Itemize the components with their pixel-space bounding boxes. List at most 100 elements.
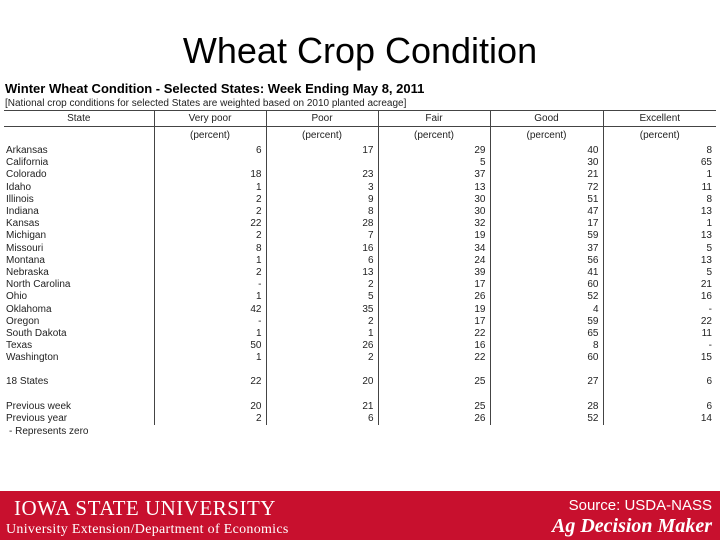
value-cell: 28 <box>265 218 378 231</box>
state-name-cell: Nebraska <box>6 266 49 278</box>
value-cell: 5 <box>602 242 716 255</box>
value-cell: 51 <box>489 193 603 206</box>
footer-bar <box>0 491 720 540</box>
value-cell: 19 <box>377 303 490 316</box>
value-cell: 20 <box>265 376 378 389</box>
units-cell: (percent) <box>153 126 266 145</box>
state-name-cell: Ohio <box>6 291 28 303</box>
value-cell: 2 <box>153 266 266 280</box>
header-very-poor: Very poor <box>153 110 266 127</box>
state-name-cell: Missouri <box>6 242 44 254</box>
header-row: State Very poor Poor Fair Good Excellent <box>4 110 716 127</box>
value-cell: 11 <box>602 327 716 340</box>
value-cell: 3 <box>265 181 378 194</box>
table-row: Idaho 1 3 13 72 11 <box>4 181 716 194</box>
state-name-cell: Washington <box>6 352 59 364</box>
value-cell <box>153 157 266 170</box>
value-cell: 1 <box>153 327 266 340</box>
table-row: Illinois 2 9 30 51 8 <box>4 193 716 206</box>
value-cell: 2 <box>153 193 266 206</box>
value-cell <box>4 364 154 376</box>
crop-condition-table-block: Winter Wheat Condition - Selected States… <box>4 80 716 437</box>
value-cell: 16 <box>265 242 378 255</box>
value-cell <box>153 364 266 377</box>
table-row: Oklahoma 42 35 19 4- <box>4 303 716 316</box>
state-name-cell: California <box>6 157 49 169</box>
table-title: Winter Wheat Condition - Selected States… <box>5 81 425 96</box>
table-row: Colorado 18 23 37 21 1 <box>4 169 716 182</box>
state-name-cell: Kansas <box>6 218 40 230</box>
table-row: Montana 1 6 24 56 13 <box>4 254 716 267</box>
table-row: Missouri 8 16 34 37 5 <box>4 242 716 255</box>
value-cell: 6 <box>602 400 716 413</box>
table-row: North Carolina -2 17 60 21 <box>4 279 716 292</box>
value-cell: 25 <box>377 400 490 413</box>
value-cell <box>377 364 490 377</box>
value-cell: 17 <box>489 218 603 231</box>
department-text: University Extension/Department of Econo… <box>6 522 289 537</box>
value-cell: 17 <box>377 315 490 328</box>
value-cell: 5 <box>377 157 490 170</box>
value-cell: - <box>153 315 266 328</box>
summary-label-cell: 18 States <box>6 376 49 388</box>
value-cell: 18 <box>153 169 266 182</box>
table-subtitle: [National crop conditions for selected S… <box>5 98 407 109</box>
state-name-cell: Idaho <box>6 181 32 193</box>
units-cell: (percent) <box>377 126 490 145</box>
header-state: State <box>4 110 154 127</box>
state-name-cell: Illinois <box>6 193 34 205</box>
state-name-cell: Colorado <box>6 169 47 181</box>
spacer-row <box>4 388 716 401</box>
value-cell: - <box>602 340 716 353</box>
spacer-row <box>4 364 716 377</box>
value-cell: 56 <box>489 254 603 267</box>
value-cell: 65 <box>602 157 716 170</box>
state-name-cell: North Carolina <box>6 279 71 291</box>
value-cell: 25 <box>377 376 490 389</box>
value-cell: 26 <box>265 340 378 353</box>
table-row: Washington 1 2 22 60 15 <box>4 352 716 365</box>
value-cell: 8 <box>602 145 716 158</box>
value-cell: 2 <box>153 230 266 243</box>
value-cell: 40 <box>489 145 603 158</box>
value-cell: 52 <box>489 291 603 304</box>
value-cell: 50 <box>153 340 266 353</box>
value-cell: 1 <box>153 352 266 365</box>
value-cell: 9 <box>265 193 378 206</box>
source-text: Source: USDA-NASS <box>568 497 712 514</box>
value-cell: 22 <box>153 376 266 389</box>
value-cell <box>377 388 490 401</box>
crop-condition-table: State Very poor Poor Fair Good Excellent… <box>4 110 716 425</box>
value-cell: 22 <box>602 315 716 328</box>
value-cell: 16 <box>602 291 716 304</box>
table-row: Arkansas 6 17 29 40 8 <box>4 145 716 158</box>
state-name-cell: Oregon <box>6 315 40 327</box>
value-cell: 2 <box>265 315 378 328</box>
table-row: Michigan 2 7 19 59 13 <box>4 230 716 243</box>
table-row: California 5 30 65 <box>4 157 716 170</box>
value-cell: 1 <box>153 291 266 304</box>
value-cell: 59 <box>489 230 603 243</box>
value-cell <box>602 364 716 377</box>
value-cell: 30 <box>489 157 603 170</box>
value-cell: 6 <box>602 376 716 389</box>
value-cell: 35 <box>265 303 378 316</box>
summary-row: 18 States 22 20 25 27 6 <box>4 376 716 389</box>
value-cell: 1 <box>265 327 378 340</box>
value-cell: 30 <box>377 193 490 206</box>
value-cell: 5 <box>265 291 378 304</box>
value-cell: 34 <box>377 242 490 255</box>
value-cell: 15 <box>602 352 716 365</box>
value-cell: 22 <box>377 327 490 340</box>
table-row: Kansas 22 28 32 17 1 <box>4 218 716 231</box>
state-name-cell: Oklahoma <box>6 303 52 315</box>
value-cell: 21 <box>602 279 716 292</box>
table-row: Ohio 1 5 26 52 16 <box>4 291 716 304</box>
value-cell: 32 <box>377 218 490 231</box>
previous-year-row: Previous year 2 6 26 52 14 <box>4 412 716 425</box>
state-name-cell: Indiana <box>6 206 39 218</box>
value-cell: 13 <box>602 230 716 243</box>
value-cell: 11 <box>602 181 716 194</box>
value-cell: 8 <box>602 193 716 206</box>
value-cell: 26 <box>377 291 490 304</box>
